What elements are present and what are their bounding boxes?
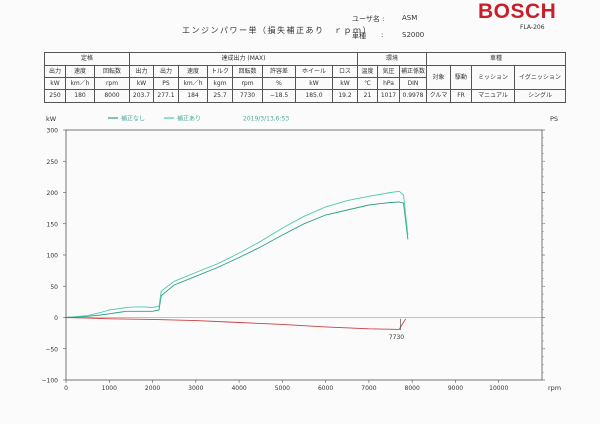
y-axis-label-right: PS (550, 115, 558, 123)
peak-annotation: 7730 (389, 334, 404, 341)
series-line-1 (65, 201, 409, 318)
y-tick-label: 300 (47, 128, 59, 135)
report-title: エンジンパワー単（損失補正あり ｒｐｍ） (182, 26, 372, 35)
col-header: イグニッション (514, 65, 566, 90)
plot-frame (65, 129, 543, 381)
series-line-2 (65, 190, 409, 318)
x-tick-label: 10000 (489, 385, 508, 392)
x-tick-label: 5000 (275, 385, 290, 392)
test-date: 2019/3/13,6:53 (243, 116, 289, 123)
car-label: 車種 (352, 32, 366, 40)
y-tick-label: 0 (54, 315, 58, 322)
user-value: ASM (402, 14, 418, 22)
col-value: 8000 (94, 89, 130, 103)
y-tick-label: 150 (47, 221, 59, 228)
y-tick-label: 250 (47, 159, 59, 166)
x-tick-label: 2000 (145, 385, 160, 392)
legend-label: 補正あり (177, 115, 201, 123)
car-value: S2000 (402, 31, 425, 39)
model-code: FLA-206 (520, 24, 545, 31)
y-tick-label: 50 (50, 284, 58, 291)
user-label: ユーザ名 : (352, 15, 385, 23)
x-tick-label: 7000 (361, 385, 376, 392)
x-tick-label: 3000 (188, 385, 203, 392)
y-axis-label-left: kW (46, 115, 57, 123)
col-value: FR (450, 89, 472, 103)
y-tick-label: −100 (42, 378, 59, 385)
col-value: 7730 (232, 89, 263, 103)
x-axis-label: rpm (548, 384, 561, 392)
col-value: 19.2 (332, 89, 358, 103)
col-value: 0.9978 (399, 89, 427, 103)
bosch-logo: BOSCH (478, 0, 557, 23)
x-tick-label: 0 (64, 385, 68, 392)
x-tick-label: 4000 (231, 385, 246, 392)
y-tick-label: −50 (45, 346, 58, 353)
x-tick-label: 1000 (102, 385, 117, 392)
series-line-3 (65, 317, 407, 330)
x-tick-label: 6000 (318, 385, 333, 392)
legend-label: 補正なし (121, 115, 145, 123)
spec-table: 定格 達成出力 (MAX) 環境 車種 出力 速度 回転数 出力 出力 速度 トルク 回転数許… (44, 52, 566, 103)
col-value: シングル (514, 89, 566, 103)
x-tick-label: 8000 (405, 385, 420, 392)
car-sep: : (381, 31, 384, 39)
y-tick-label: 200 (47, 190, 59, 197)
y-tick-label: 100 (47, 253, 59, 260)
x-tick-label: 9000 (448, 385, 463, 392)
